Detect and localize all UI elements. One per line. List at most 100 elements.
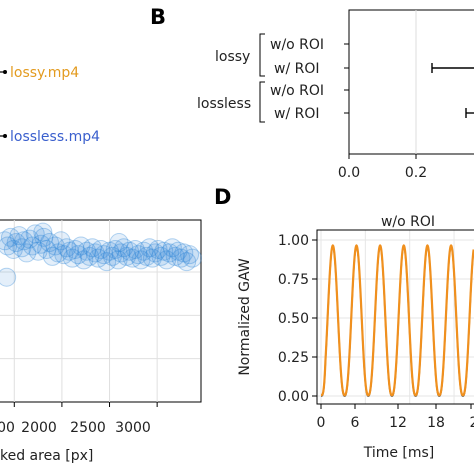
panel-c-point <box>6 233 26 253</box>
panel-d-ytick-label: 0.75 <box>278 272 309 288</box>
panel-letter-b: B <box>150 5 166 29</box>
panel-c-point <box>37 239 57 259</box>
panel-b-row-label: w/o ROI <box>270 37 324 53</box>
panel-c-point <box>82 238 102 258</box>
panel-c-point <box>68 245 88 265</box>
panel-c-point <box>20 229 40 249</box>
panel-d-ylabel: Normalized GAW <box>237 258 253 376</box>
panel-d-ytick-label: 0.25 <box>278 350 309 366</box>
panel-c-point <box>165 246 185 266</box>
panel-letter-d: D <box>214 185 231 209</box>
panel-b-xtick-label: 0.0 <box>338 165 360 181</box>
panel-c-point <box>160 243 180 263</box>
panel-b-group-label: lossless <box>197 96 251 112</box>
panel-c-points <box>0 222 202 287</box>
panel-c-xtick-label: 3000 <box>115 420 151 436</box>
panel-c-point <box>0 236 18 256</box>
panel-d-yticks <box>312 239 317 397</box>
panel-c-point <box>102 246 122 266</box>
panel-c-point <box>128 245 148 265</box>
panel-b-xtick-label: 0.2 <box>405 165 427 181</box>
panel-d-xlabel: Time [ms] <box>363 445 435 461</box>
panel-c-xtick-label: 00 <box>0 420 15 436</box>
panel-d-ytick-label: 0.00 <box>278 389 309 405</box>
panel-c-point <box>45 236 65 256</box>
panel-c-point <box>145 243 165 263</box>
panel-c-point <box>80 246 100 266</box>
panel-c-xlabel: ked area [px] <box>0 448 93 464</box>
panel-c-point <box>33 222 53 242</box>
panel-c-point <box>42 246 62 266</box>
panel-c-point <box>51 231 71 251</box>
panel-d-frame <box>316 229 474 405</box>
panel-b: B w/o ROI w/ ROI w/o ROI w/ ROI lossy lo… <box>150 5 474 181</box>
panel-c-point <box>91 239 111 259</box>
panel-c-point <box>60 241 80 261</box>
panel-c-point <box>109 233 129 253</box>
panel-c-point <box>140 238 160 258</box>
panel-d-line-prediction <box>320 244 474 397</box>
file-row-lossless: lossless.mp4 <box>0 129 100 145</box>
panel-c-point <box>74 250 94 270</box>
panel-b-bracket-lossless <box>259 81 265 123</box>
panel-c-point <box>168 241 188 261</box>
panel-b-errorbar-lossy-roi <box>431 63 474 73</box>
panel-b-row-label: w/o ROI <box>270 83 324 99</box>
panel-d-xtick-label: 0 <box>317 415 326 431</box>
panel-c-point <box>122 248 142 268</box>
panel-c-point <box>54 245 74 265</box>
file-arrow-tip-lossy <box>3 70 7 74</box>
file-arrow-tip-lossless <box>3 134 7 138</box>
panel-c-point <box>117 246 137 266</box>
panel-c-point <box>65 239 85 259</box>
panel-c-point <box>174 243 194 263</box>
panel-c-point <box>182 248 202 268</box>
panel-c-point <box>34 227 54 247</box>
panel-d-xtick-label: 18 <box>427 415 445 431</box>
file-label-lossy: lossy.mp4 <box>10 65 79 81</box>
panel-c-point <box>9 226 29 246</box>
panel-c-point <box>57 238 77 258</box>
panel-c-point <box>100 241 120 261</box>
panel-c-point <box>114 238 134 258</box>
panel-d-title: w/o ROI <box>381 214 435 230</box>
panel-c-point <box>48 243 68 263</box>
panel-c-point <box>120 241 140 261</box>
panel-b-errorbar-lossless-roi <box>465 108 474 118</box>
panel-b-row-label: w/ ROI <box>274 106 320 122</box>
panel-c-point <box>134 241 154 261</box>
panel-c-point <box>154 241 174 261</box>
panel-b-bracket-lossy <box>259 33 265 77</box>
panel-c-point <box>97 252 117 272</box>
panel-b-frame <box>348 9 474 155</box>
panel-c-xticks <box>13 402 158 407</box>
panel-c-point <box>157 250 177 270</box>
panel-c-point <box>22 236 42 256</box>
panel-c-point <box>94 245 114 265</box>
panel-c-point <box>62 248 82 268</box>
panel-c-point <box>88 248 108 268</box>
panel-c-point <box>125 239 145 259</box>
file-label-lossless: lossless.mp4 <box>10 129 100 145</box>
panel-c-point <box>12 238 32 258</box>
panel-c-point <box>171 248 191 268</box>
panel-c-grid <box>0 220 200 402</box>
panel-c-point <box>142 248 162 268</box>
panel-c-point <box>151 246 171 266</box>
panel-c-point <box>85 243 105 263</box>
panel-c-point <box>14 231 34 251</box>
panel-c-point <box>17 243 37 263</box>
panel-d-xtick-label: 6 <box>351 415 360 431</box>
panel-c-point <box>108 250 128 270</box>
panel-b-row-label: w/ ROI <box>274 61 320 77</box>
panel-a: lossy.mp4 lossless.mp4 <box>0 65 100 145</box>
panel-d-lines <box>320 244 474 397</box>
panel-c-point <box>25 224 45 244</box>
panel-c-point <box>0 231 15 251</box>
panel-c-point <box>137 246 157 266</box>
panel-c: 00 2000 2500 3000 ked area [px] <box>0 219 202 464</box>
panel-d-ytick-label: 1.00 <box>278 233 309 249</box>
panel-b-group-label: lossy <box>215 49 250 65</box>
panel-c-point <box>3 239 23 259</box>
